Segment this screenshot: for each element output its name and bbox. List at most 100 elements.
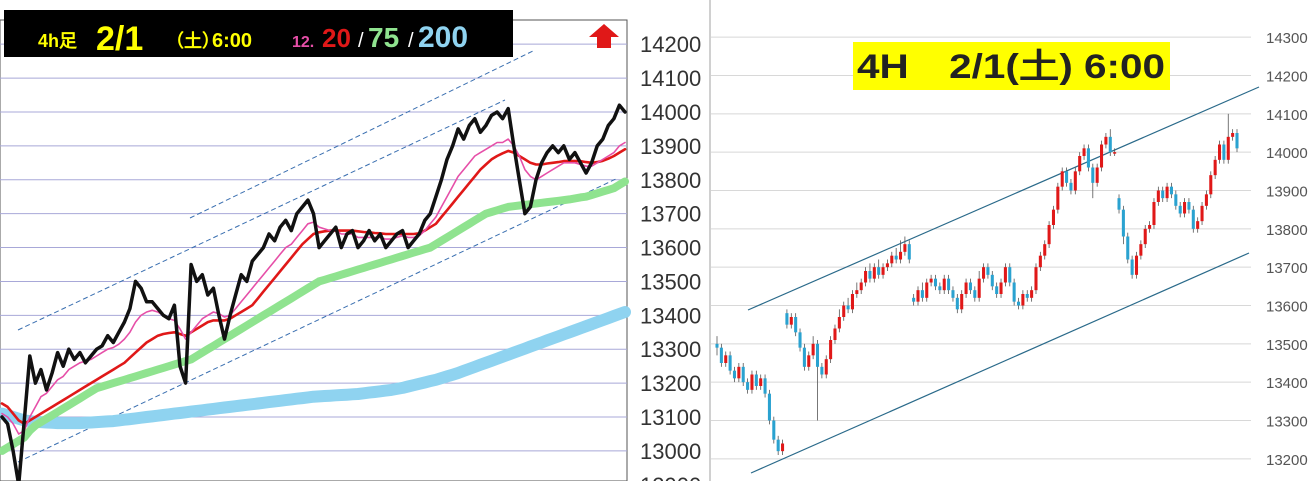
- candle-body: [1003, 267, 1007, 283]
- candle-body: [999, 282, 1003, 294]
- ma200-line: [0, 306, 631, 430]
- candle-body: [1209, 175, 1213, 195]
- candle-body: [846, 305, 850, 310]
- candle-body: [1226, 136, 1230, 160]
- candle-body: [1078, 156, 1082, 172]
- candle-body: [868, 271, 872, 279]
- ma12-label: 12.: [292, 34, 314, 51]
- candle-body: [833, 328, 837, 340]
- candle-body: [1086, 148, 1090, 168]
- candle-body: [1191, 209, 1195, 229]
- left-y-tick-label: 13600: [640, 236, 701, 261]
- candle-body: [1134, 255, 1139, 275]
- left-y-tick-label: 13700: [640, 202, 701, 227]
- candle-body: [942, 278, 946, 291]
- candle-body: [1051, 209, 1055, 225]
- candle-body: [1235, 133, 1239, 149]
- candle-body: [1231, 133, 1235, 137]
- right-y-tick-label: 13900: [1266, 184, 1308, 201]
- right-y-tick-label: 13700: [1266, 260, 1308, 277]
- candle-body: [1148, 225, 1152, 229]
- candle-body: [1012, 282, 1016, 302]
- left-y-tick-label: 13100: [640, 405, 701, 430]
- candle-body: [750, 374, 754, 390]
- candle-body: [807, 355, 811, 367]
- right-title-box: [853, 42, 1170, 90]
- candle-body: [1016, 301, 1021, 306]
- candle-body: [1038, 255, 1042, 268]
- candle-body: [759, 378, 763, 386]
- candle-body: [929, 278, 933, 283]
- candle-body: [894, 255, 898, 260]
- candle-body: [1091, 167, 1095, 183]
- right-trend-lower: [750, 252, 1250, 474]
- candle-body: [1204, 194, 1208, 206]
- candle-body: [986, 267, 990, 275]
- ma20-label: 20: [322, 23, 351, 53]
- candle-body: [1222, 144, 1226, 160]
- candle-body: [1047, 225, 1051, 245]
- ma75-label: 75: [368, 22, 399, 53]
- candle-body: [754, 374, 758, 386]
- header-date: 2/1: [96, 20, 143, 58]
- candle-body: [933, 278, 938, 287]
- candle-body: [781, 443, 785, 452]
- candle-body: [728, 355, 732, 371]
- right-y-tick-label: 13300: [1266, 414, 1308, 431]
- left-y-tick-label: 14200: [640, 32, 701, 57]
- candle-body: [1161, 190, 1165, 199]
- right-y-tick-label: 13500: [1266, 337, 1308, 354]
- right-y-tick-label: 13600: [1266, 299, 1308, 316]
- candle-body: [1104, 136, 1108, 145]
- candle-body: [824, 359, 828, 375]
- candle-body: [990, 274, 994, 287]
- left-y-tick-label: 13300: [640, 337, 701, 362]
- right-trend-upper: [747, 86, 1260, 311]
- candle-body: [872, 267, 876, 279]
- candle-body: [881, 267, 885, 275]
- ma-separator: /: [408, 30, 414, 52]
- candle-body: [968, 282, 972, 291]
- candle-body: [1213, 159, 1217, 176]
- left-plot-frame: [0, 19, 628, 481]
- candle-body: [850, 294, 854, 310]
- left-y-tick-label: 13800: [640, 168, 701, 193]
- candle-body: [859, 282, 863, 291]
- candle-body: [1200, 205, 1204, 222]
- right-y-tick-label: 13400: [1266, 375, 1308, 392]
- candle-body: [995, 286, 999, 294]
- candle-body: [964, 282, 968, 294]
- right-y-tick-label: 13800: [1266, 222, 1308, 239]
- candle-body: [903, 244, 907, 252]
- right-y-tick-label: 13200: [1266, 452, 1308, 469]
- candle-body: [877, 267, 881, 275]
- candle-body: [973, 290, 977, 298]
- candle-body: [794, 317, 798, 333]
- candle-body: [1100, 144, 1104, 168]
- candle-body: [837, 317, 841, 329]
- right-y-tick-label: 14200: [1266, 69, 1308, 86]
- left-header-box: [4, 10, 513, 57]
- candle-body: [907, 244, 911, 260]
- header-weekday: （土）: [166, 31, 220, 51]
- candle-body: [1169, 186, 1173, 195]
- candle-body: [977, 278, 981, 298]
- right-y-tick-label: 14300: [1266, 30, 1308, 47]
- ma20-line: [0, 148, 627, 426]
- candle-body: [737, 366, 741, 379]
- candle-body: [890, 255, 894, 264]
- candle-body: [920, 290, 924, 298]
- candle-body: [899, 251, 903, 260]
- candle-body: [741, 366, 745, 383]
- candle-body: [767, 393, 771, 421]
- header-time: 6:00: [212, 30, 252, 52]
- right-candlestick-chart: 13200 13300 13400 13500 13600 13700 13800 13900…: [711, 30, 1308, 474]
- candle-body: [951, 290, 955, 298]
- ma75-line: [0, 177, 629, 455]
- candle-body: [719, 347, 723, 363]
- ma200-label: 200: [418, 21, 468, 54]
- right-y-tick-label: 14000: [1266, 145, 1308, 162]
- candle-body: [789, 317, 793, 325]
- candle-body: [1034, 267, 1038, 291]
